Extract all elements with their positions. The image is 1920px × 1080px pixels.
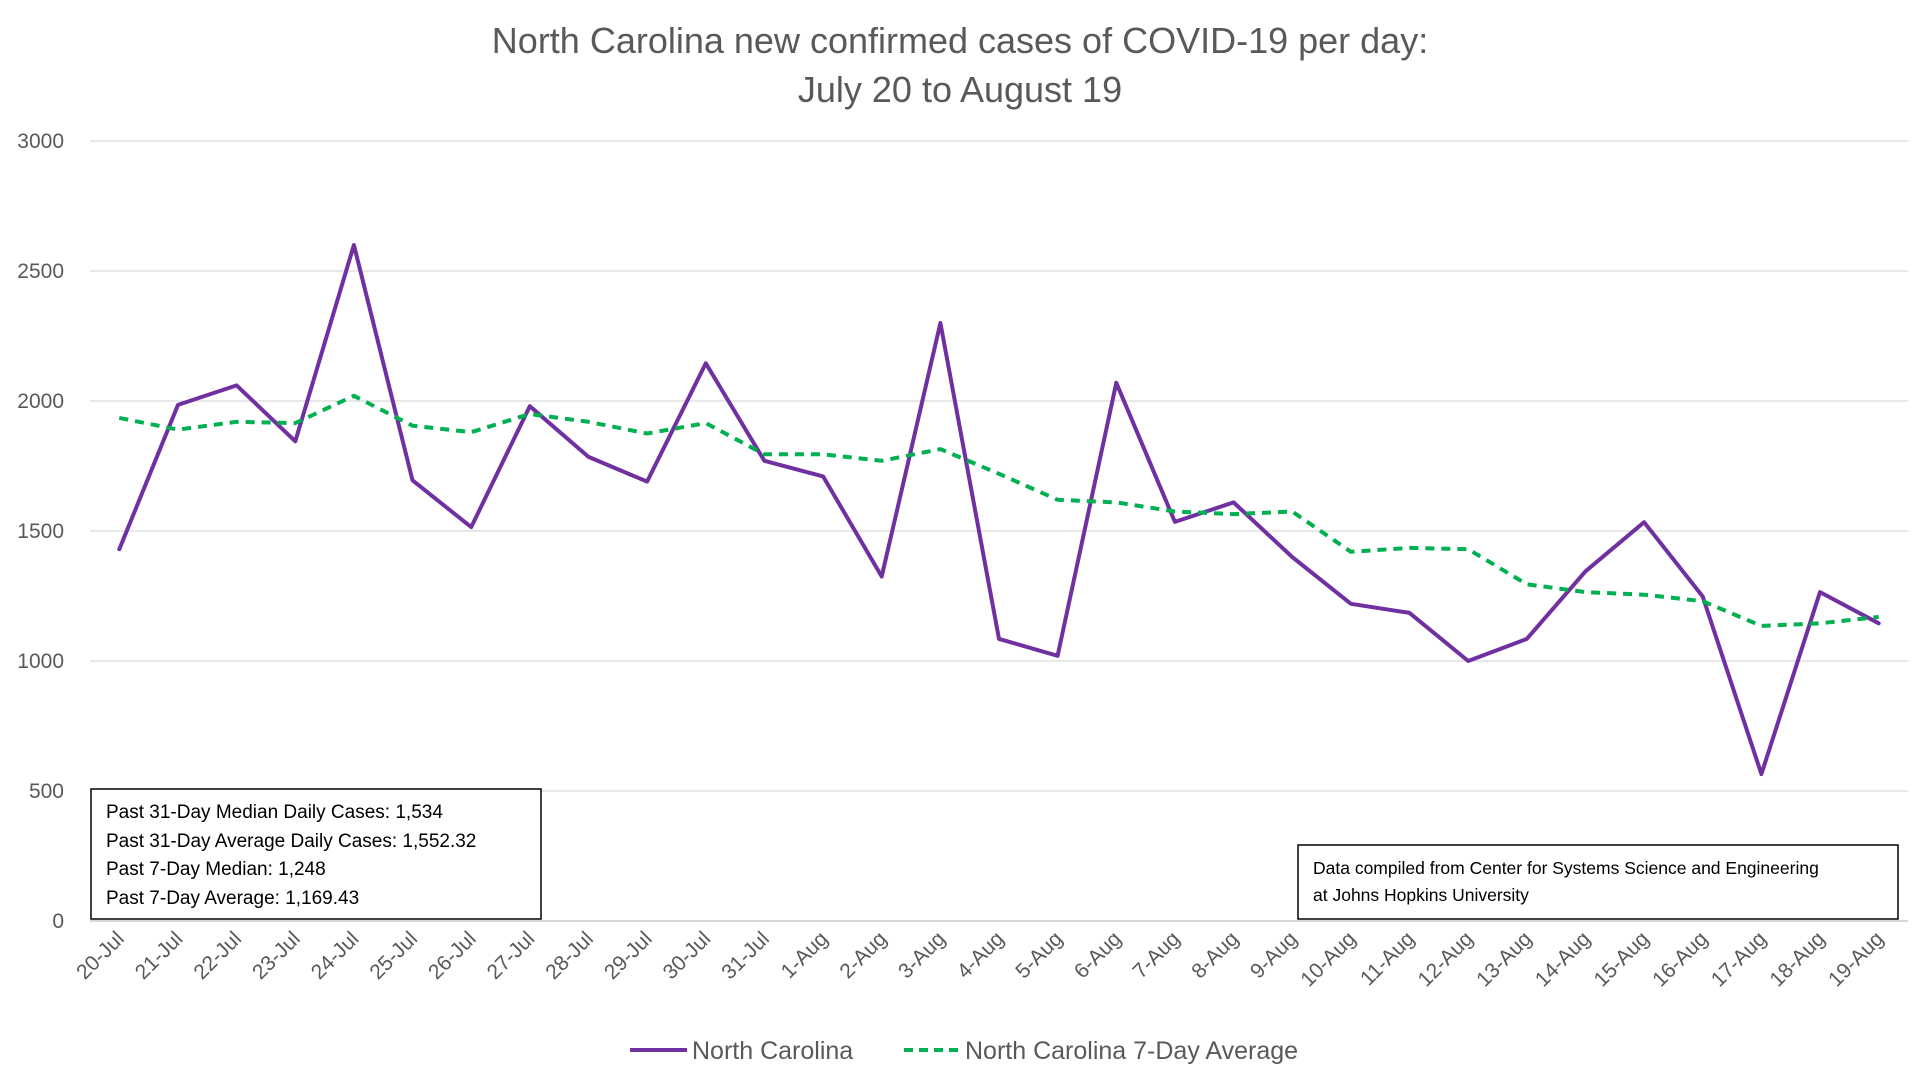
stats-line: Past 7-Day Median: 1,248 (106, 859, 326, 880)
source-note-line: Data compiled from Center for Systems Sc… (1313, 858, 1819, 878)
y-tick-label: 1000 (17, 650, 64, 673)
y-tick-label: 2000 (17, 390, 64, 413)
legend-label-7-day-average: North Carolina 7-Day Average (965, 1037, 1298, 1065)
x-tick-label: 2-Aug (835, 927, 891, 983)
x-tick-label: 4-Aug (953, 927, 1009, 983)
y-tick-label: 1500 (17, 520, 64, 543)
x-tick-label: 19-Aug (1824, 927, 1888, 991)
x-tick-label: 27-Jul (483, 927, 540, 984)
x-tick-label: 17-Aug (1707, 927, 1771, 991)
legend-label-north-carolina: North Carolina (692, 1037, 853, 1065)
x-tick-label: 21-Jul (131, 927, 188, 984)
y-tick-label: 2500 (17, 260, 64, 283)
x-tick-label: 24-Jul (307, 927, 364, 984)
stats-line: Past 31-Day Median Daily Cases: 1,534 (106, 802, 443, 823)
x-tick-label: 10-Aug (1296, 927, 1360, 991)
series-line-7-day-average (118, 393, 1879, 628)
x-tick-label: 22-Jul (189, 927, 246, 984)
x-tick-label: 1-Aug (777, 927, 833, 983)
stats-box-border (90, 788, 542, 920)
source-note-line: at Johns Hopkins University (1313, 885, 1529, 905)
y-tick-label: 0 (52, 910, 64, 933)
x-tick-label: 20-Jul (72, 927, 129, 984)
x-tick-label: 8-Aug (1187, 927, 1243, 983)
source-note-box: Data compiled from Center for Systems Sc… (1297, 844, 1899, 920)
x-tick-label: 7-Aug (1129, 927, 1185, 983)
x-tick-label: 31-Jul (717, 927, 774, 984)
x-tick-label: 25-Jul (365, 927, 422, 984)
x-tick-label: 15-Aug (1589, 927, 1653, 991)
x-tick-label: 28-Jul (541, 927, 598, 984)
x-tick-label: 11-Aug (1356, 927, 1419, 990)
x-tick-label: 13-Aug (1472, 927, 1536, 991)
chart-subtitle: July 20 to August 19 (798, 69, 1122, 110)
y-tick-label: 3000 (17, 130, 64, 153)
stats-line: Past 31-Day Average Daily Cases: 1,552.3… (106, 831, 476, 852)
x-tick-label: 23-Jul (248, 927, 305, 984)
x-axis-ticks: 20-Jul 21-Jul 22-Jul 23-Jul 24-Jul 25-Jul 26-J… (72, 927, 1888, 991)
stats-annotation-box: Past 31-Day Median Daily Cases: 1,534 Pa… (90, 788, 542, 920)
y-tick-label: 500 (29, 780, 64, 803)
x-tick-label: 5-Aug (1011, 927, 1067, 983)
x-tick-label: 9-Aug (1246, 927, 1302, 983)
x-tick-label: 30-Jul (659, 927, 716, 984)
x-tick-label: 6-Aug (1070, 927, 1126, 983)
x-tick-label: 16-Aug (1648, 927, 1712, 991)
x-tick-label: 3-Aug (894, 927, 950, 983)
chart-title: North Carolina new confirmed cases of CO… (492, 20, 1428, 61)
x-tick-label: 26-Jul (424, 927, 481, 984)
series-lines (117, 243, 1881, 777)
source-box-border (1297, 844, 1899, 920)
x-tick-label: 29-Jul (600, 927, 657, 984)
x-tick-label: 12-Aug (1414, 927, 1478, 991)
x-tick-label: 14-Aug (1531, 927, 1595, 991)
legend: North Carolina North Carolina 7-Day Aver… (630, 1037, 1298, 1065)
series-line-north-carolina (117, 243, 1881, 777)
x-tick-label: 18-Aug (1765, 927, 1829, 991)
stats-line: Past 7-Day Average: 1,169.43 (106, 888, 359, 909)
y-axis-ticks: 0 500 1000 1500 2000 2500 3000 (17, 130, 64, 933)
